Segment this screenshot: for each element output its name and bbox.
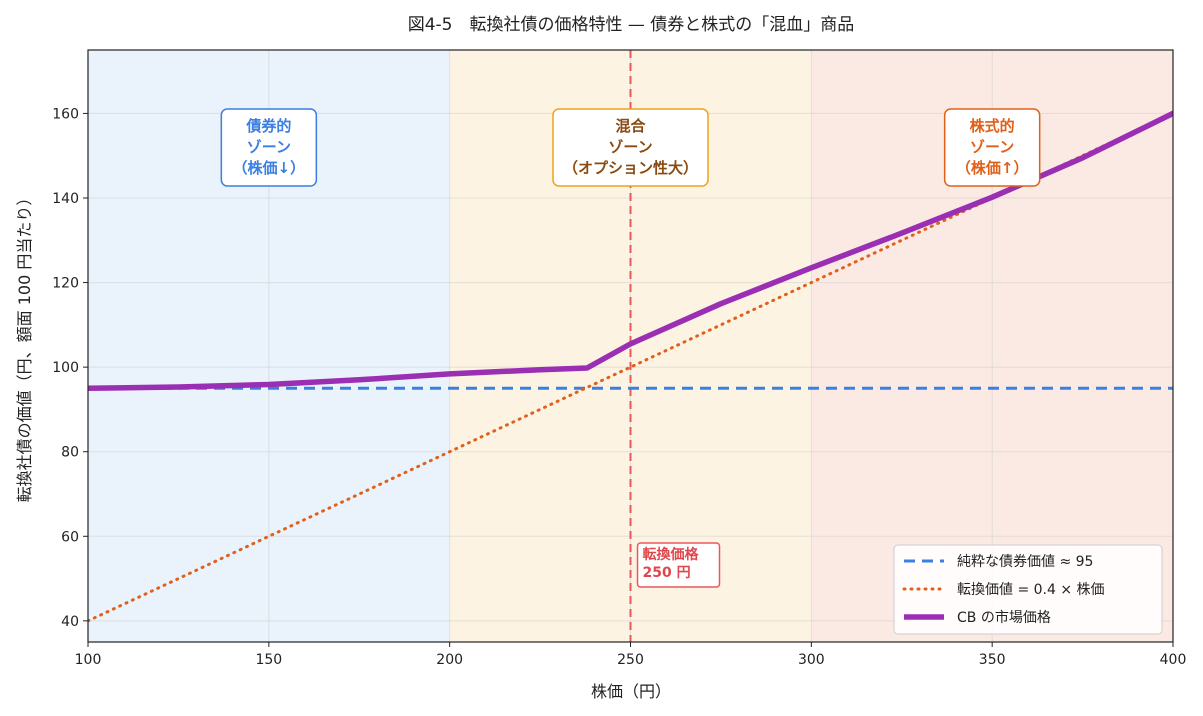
y-tick-label: 40	[61, 614, 79, 630]
chart-title: 図4-5 転換社債の価格特性 — 債券と株式の「混血」商品	[408, 15, 855, 35]
zone-label-text: ゾーン	[247, 138, 291, 156]
x-tick-label: 100	[75, 652, 102, 668]
conversion-label-text: 転換価格	[643, 546, 700, 563]
legend-label-2: CB の市場価格	[957, 609, 1051, 626]
y-tick-label: 140	[52, 191, 79, 207]
y-tick-label: 80	[61, 445, 79, 461]
series-line-2	[88, 110, 1173, 392]
zone-label-text: ゾーン	[608, 138, 652, 156]
legend-label-1: 転換価値 = 0.4 × 株価	[957, 582, 1105, 598]
y-tick-label: 100	[52, 360, 79, 376]
zone-label-text: 株式的	[970, 117, 1015, 135]
x-tick-label: 400	[1160, 652, 1187, 668]
zone-label-box	[943, 108, 1041, 187]
x-tick-label: 300	[798, 652, 825, 668]
x-tick-label: 200	[436, 652, 463, 668]
y-tick-label: 60	[61, 529, 79, 545]
y-tick-label: 160	[52, 106, 79, 122]
conversion-label-box	[636, 542, 721, 588]
axes-layer: 100 150 200 250 300 350 400 40 60 80 100 120 140 160	[52, 49, 1187, 668]
legend-label-0: 純粋な債券価値 ≈ 95	[957, 554, 1093, 570]
zone-label-text: （株価↑）	[956, 159, 1029, 177]
zone-label-text: 混合	[615, 117, 646, 135]
x-tick-label: 350	[979, 652, 1006, 668]
y-tick-label: 120	[52, 276, 79, 292]
zone-label-box	[552, 108, 709, 187]
conversion-label-text: 250 円	[643, 565, 691, 581]
x-axis-title: 株価（円）	[591, 682, 671, 701]
series-layer	[88, 110, 1173, 623]
y-axis-title: 転換社債の価値（円、額面 100 円当たり）	[15, 190, 34, 503]
zone-label-box	[220, 108, 318, 187]
x-tick-label: 150	[255, 652, 282, 668]
conversion-price-label: 転換価格 250 円	[636, 542, 721, 588]
zone-label-text: （株価↓）	[233, 159, 306, 177]
zone-label-text: （オプション性大）	[563, 159, 698, 177]
zone-label-text: ゾーン	[970, 138, 1014, 156]
legend-box	[893, 544, 1163, 635]
legend: 純粋な債券価値 ≈ 95 転換価値 = 0.4 × 株価 CB の市場価格	[893, 544, 1163, 635]
x-tick-label: 250	[617, 652, 644, 668]
zone-label-text: 債券的	[245, 117, 291, 135]
